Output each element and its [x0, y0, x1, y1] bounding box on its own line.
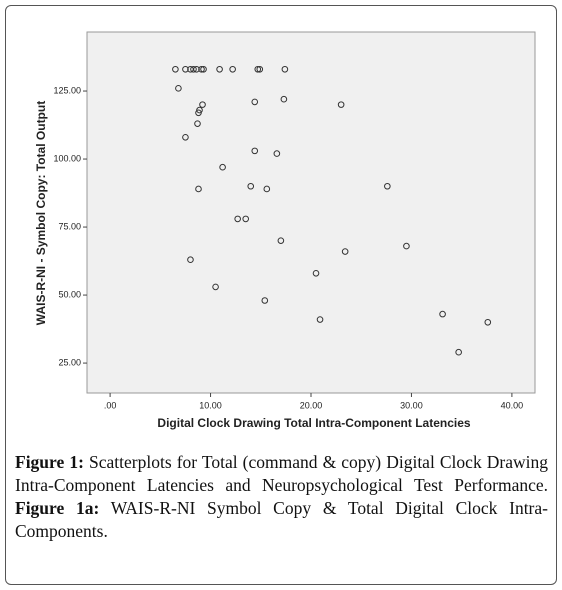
point: [251, 98, 259, 106]
point: [234, 215, 241, 223]
point: [182, 133, 189, 141]
point: [198, 65, 205, 73]
point: [384, 182, 391, 190]
point: [242, 215, 250, 223]
figure-frame: [5, 5, 557, 585]
y-tick-label: 100.00: [53, 153, 81, 163]
point: [256, 65, 264, 73]
point: [182, 65, 189, 73]
y-tick-label: 125.00: [53, 85, 81, 95]
x-tick-label: 10.00: [199, 400, 222, 410]
y-tick-label: 75.00: [58, 221, 81, 231]
chart: Digital Clock Drawing Total Intra-Compon…: [34, 31, 536, 430]
point: [187, 256, 194, 263]
point: [455, 348, 462, 356]
point: [195, 185, 202, 193]
point: [280, 95, 288, 103]
x-tick-label: 20.00: [300, 400, 323, 410]
point: [254, 65, 262, 73]
point: [199, 101, 206, 108]
point: [403, 242, 410, 250]
caption-text: WAIS-R-NI Symbol Copy & Total Digital Cl…: [15, 498, 548, 541]
y-tick-label: 25.00: [58, 357, 81, 367]
point: [273, 150, 281, 157]
point: [341, 248, 349, 255]
caption-text: Scatterplots for Total (command & copy) …: [15, 452, 549, 495]
point: [212, 283, 219, 291]
point: [190, 65, 197, 73]
point: [337, 101, 345, 108]
point: [281, 65, 289, 73]
point: [193, 65, 200, 73]
x-axis-label: Digital Clock Drawing Total Intra-Compon…: [157, 416, 470, 430]
point: [247, 182, 255, 190]
point: [484, 318, 492, 326]
point: [194, 120, 201, 127]
point: [175, 85, 182, 92]
y-axis-label: WAIS-R-NI - Symbol Copy: Total Output: [34, 101, 48, 325]
caption: Figure 1: Scatterplots for Total (comman…: [15, 451, 548, 543]
point: [261, 297, 269, 304]
point: [439, 310, 446, 318]
point: [277, 237, 285, 244]
point: [312, 270, 320, 277]
x-tick-label: 30.00: [400, 400, 423, 410]
point: [251, 147, 259, 155]
x-tick-label: .00: [104, 400, 117, 410]
point: [216, 65, 223, 73]
point: [229, 65, 236, 73]
point: [316, 316, 324, 323]
y-tick-label: 50.00: [58, 289, 81, 299]
point: [263, 185, 271, 193]
point: [200, 65, 207, 73]
point: [219, 163, 226, 171]
caption-label: Figure 1a:: [15, 498, 100, 518]
point: [172, 65, 179, 73]
caption-label: Figure 1:: [15, 452, 84, 472]
x-tick-label: 40.00: [501, 400, 524, 410]
plot-area: [86, 31, 536, 394]
point: [195, 109, 202, 117]
